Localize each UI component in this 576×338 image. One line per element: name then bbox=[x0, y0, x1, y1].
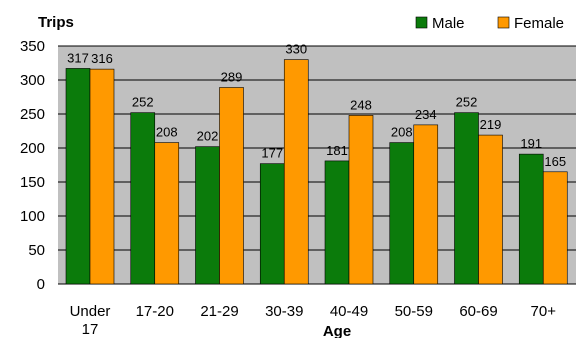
bar-male bbox=[518, 153, 544, 285]
legend-label: Female bbox=[514, 15, 564, 32]
bar-male bbox=[195, 146, 220, 285]
bar-female bbox=[283, 59, 309, 285]
bar-male bbox=[324, 160, 350, 285]
bar-male bbox=[130, 112, 156, 285]
x-tick-label: 17-20 bbox=[136, 303, 174, 320]
y-tick-label: 50 bbox=[28, 242, 45, 259]
bars bbox=[65, 59, 568, 285]
y-tick-label: 100 bbox=[20, 208, 45, 225]
bar-female bbox=[219, 87, 244, 285]
y-tick-label: 350 bbox=[20, 38, 45, 55]
data-label: 219 bbox=[480, 117, 502, 132]
legend-swatch bbox=[497, 16, 510, 29]
y-tick-label: 0 bbox=[37, 276, 45, 293]
y-tick-label: 150 bbox=[20, 174, 45, 191]
legend-swatch bbox=[415, 16, 428, 29]
x-tick-label: Under bbox=[70, 303, 111, 320]
data-label: 234 bbox=[415, 107, 437, 122]
bar-female bbox=[154, 142, 180, 285]
x-tick-label: 17 bbox=[82, 321, 99, 338]
legend-label: Male bbox=[432, 15, 465, 32]
data-label: 191 bbox=[520, 136, 542, 151]
legend: Male Female bbox=[415, 15, 564, 32]
bar-female bbox=[413, 124, 439, 285]
x-tick-label: 60-69 bbox=[459, 303, 497, 320]
data-label: 289 bbox=[221, 69, 243, 84]
y-tick-label: 200 bbox=[20, 140, 45, 157]
data-label: 317 bbox=[67, 50, 89, 65]
data-label: 165 bbox=[544, 154, 566, 169]
data-label: 252 bbox=[456, 95, 478, 110]
x-tick-label: 30-39 bbox=[265, 303, 303, 320]
bar-female bbox=[348, 115, 374, 285]
bar-male bbox=[65, 68, 91, 285]
data-label: 177 bbox=[261, 146, 283, 161]
y-tick-label: 300 bbox=[20, 72, 45, 89]
x-tick-label: 40-49 bbox=[330, 303, 368, 320]
bar-male bbox=[389, 142, 415, 285]
x-tick-label: 70+ bbox=[531, 303, 557, 320]
data-label: 330 bbox=[285, 42, 307, 57]
data-label: 248 bbox=[350, 97, 372, 112]
data-label: 181 bbox=[326, 143, 348, 158]
bar-female bbox=[89, 68, 115, 285]
x-tick-label: 50-59 bbox=[395, 303, 433, 320]
bar-male bbox=[454, 112, 479, 285]
data-label: 252 bbox=[132, 95, 154, 110]
data-label: 208 bbox=[156, 125, 178, 140]
x-axis-title: Age bbox=[323, 323, 351, 338]
bar-male bbox=[259, 163, 285, 285]
bar-female bbox=[478, 134, 503, 285]
data-label: 316 bbox=[91, 51, 113, 66]
bar-female bbox=[542, 171, 568, 285]
data-label: 202 bbox=[197, 129, 219, 144]
y-tick-label: 250 bbox=[20, 106, 45, 123]
y-axis-title: Trips bbox=[38, 14, 74, 31]
data-label: 208 bbox=[391, 125, 413, 140]
y-axis-ticks: 0 50 100 150 200 250 300 350 bbox=[20, 38, 45, 293]
x-tick-label: 21-29 bbox=[200, 303, 238, 320]
